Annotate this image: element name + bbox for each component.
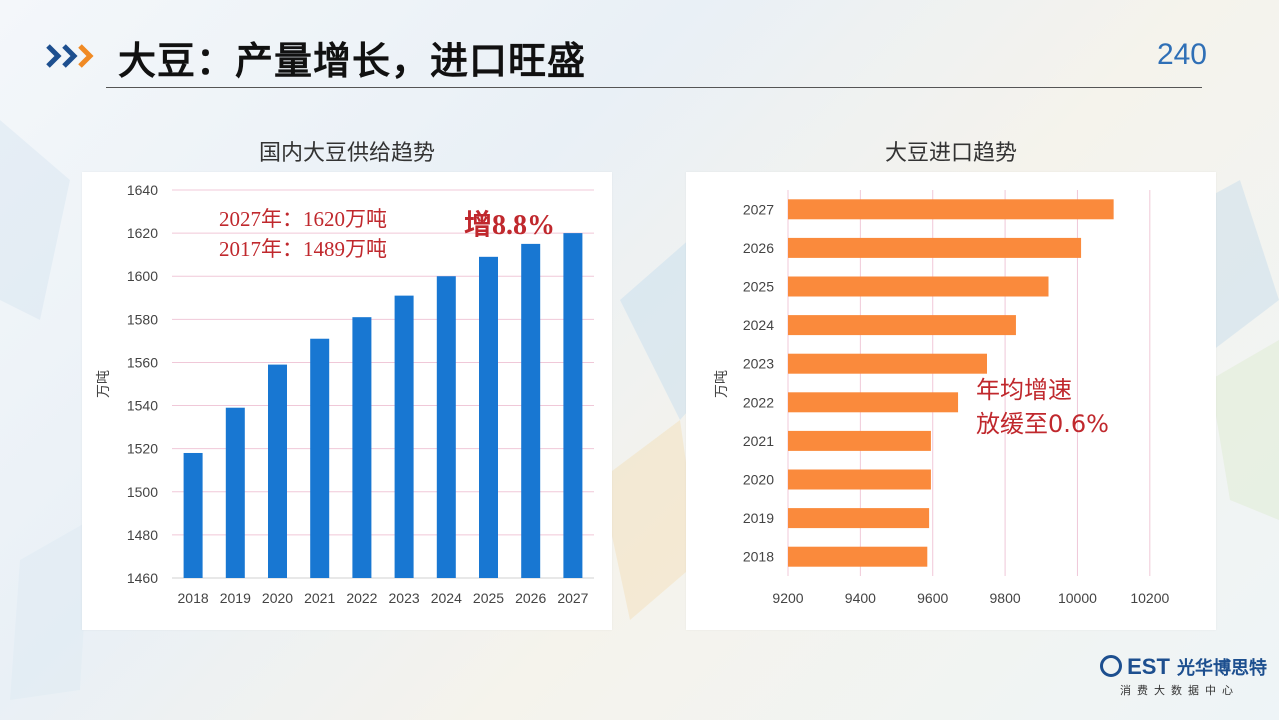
y-axis-label: 万吨 bbox=[713, 370, 729, 398]
import-annotation: 年均增速 放缓至0.6% bbox=[976, 373, 1109, 441]
import-annotation-line1: 年均增速 bbox=[976, 376, 1072, 404]
bar bbox=[225, 407, 245, 578]
supply-growth-label: 增8.8% bbox=[464, 210, 556, 241]
y-tick-label: 2026 bbox=[743, 240, 774, 256]
supply-annotation-2027: 2027年：1620万吨 bbox=[219, 207, 387, 231]
y-tick-label: 1600 bbox=[127, 268, 158, 284]
bar bbox=[788, 469, 931, 490]
bar bbox=[268, 364, 287, 578]
y-tick-label: 2018 bbox=[743, 549, 774, 565]
x-tick-label: 2027 bbox=[557, 590, 588, 606]
bar bbox=[788, 237, 1082, 258]
x-tick-label: 10000 bbox=[1058, 590, 1097, 606]
x-tick-label: 9200 bbox=[772, 590, 803, 606]
y-tick-label: 2021 bbox=[743, 433, 774, 449]
x-tick-label: 2019 bbox=[220, 590, 251, 606]
x-tick-label: 2021 bbox=[304, 590, 335, 606]
x-tick-label: 9600 bbox=[917, 590, 948, 606]
bar bbox=[436, 276, 456, 578]
bar bbox=[352, 317, 372, 578]
y-tick-label: 2020 bbox=[743, 472, 774, 488]
y-tick-label: 2019 bbox=[743, 510, 774, 526]
y-tick-label: 1480 bbox=[127, 527, 158, 543]
logo-brand: EST bbox=[1127, 654, 1170, 679]
y-tick-label: 2024 bbox=[743, 317, 774, 333]
bar bbox=[788, 546, 928, 567]
x-tick-label: 2020 bbox=[262, 590, 293, 606]
bar bbox=[788, 353, 987, 374]
bar bbox=[310, 338, 330, 578]
header: 大豆：产量增长，进口旺盛 240 bbox=[0, 0, 1279, 92]
x-tick-label: 2023 bbox=[389, 590, 420, 606]
bar bbox=[788, 315, 1016, 336]
right-chart-title: 大豆进口趋势 bbox=[884, 141, 1017, 166]
header-divider bbox=[106, 87, 1202, 88]
y-tick-label: 1500 bbox=[127, 484, 158, 500]
right-chart-panel: 9200 9400 9600 9800 10000 10200 2018 2019 2020 20… bbox=[686, 172, 1216, 630]
bar bbox=[521, 243, 541, 578]
y-tick-label: 2027 bbox=[743, 201, 774, 217]
x-tick-label: 2018 bbox=[178, 590, 209, 606]
supply-bar-chart: 1460 1480 1500 1520 1540 1560 1580 1600 1620 1640… bbox=[95, 182, 594, 606]
bar bbox=[479, 256, 498, 578]
x-tick-label: 2025 bbox=[473, 590, 504, 606]
bar bbox=[788, 276, 1049, 297]
brand-logo: EST 光华博思特 消费大数据中心 bbox=[1100, 654, 1267, 698]
x-tick-label: 2022 bbox=[346, 590, 377, 606]
chevron-right-icon bbox=[46, 44, 94, 68]
page-number: 240 bbox=[1156, 38, 1207, 71]
x-tick-label: 2024 bbox=[431, 590, 462, 606]
y-tick-label: 2023 bbox=[743, 356, 774, 372]
bar bbox=[788, 430, 931, 451]
left-chart-title: 国内大豆供给趋势 bbox=[258, 141, 435, 166]
import-annotation-line2: 放缓至0.6% bbox=[976, 410, 1109, 438]
logo-subtitle: 消费大数据中心 bbox=[1120, 684, 1239, 697]
bar bbox=[788, 199, 1114, 220]
bar bbox=[183, 452, 203, 578]
y-tick-label: 2022 bbox=[743, 394, 774, 410]
x-tick-label: 10200 bbox=[1130, 590, 1169, 606]
x-tick-label: 9800 bbox=[990, 590, 1021, 606]
bar bbox=[788, 508, 930, 529]
y-tick-label: 1580 bbox=[127, 311, 158, 327]
import-bar-chart: 9200 9400 9600 9800 10000 10200 2018 2019 2020 20… bbox=[713, 190, 1169, 606]
y-tick-label: 1540 bbox=[127, 398, 158, 414]
y-tick-label: 1640 bbox=[127, 182, 158, 198]
bar bbox=[788, 392, 959, 413]
left-chart-panel: 1460 1480 1500 1520 1540 1560 1580 1600 1620 1640… bbox=[82, 172, 612, 630]
y-tick-label: 2025 bbox=[743, 279, 774, 295]
y-tick-label: 1460 bbox=[127, 570, 158, 586]
y-axis-label: 万吨 bbox=[95, 370, 111, 398]
y-tick-label: 1520 bbox=[127, 441, 158, 457]
logo-brand-cn: 光华博思特 bbox=[1176, 658, 1267, 679]
bar bbox=[563, 233, 583, 578]
y-tick-label: 1560 bbox=[127, 354, 158, 370]
x-tick-label: 2026 bbox=[515, 590, 546, 606]
y-tick-label: 1620 bbox=[127, 225, 158, 241]
x-tick-label: 9400 bbox=[845, 590, 876, 606]
supply-annotation-2017: 2017年：1489万吨 bbox=[219, 237, 387, 261]
logo-b-icon bbox=[1100, 655, 1122, 677]
page-title: 大豆：产量增长，进口旺盛 bbox=[118, 39, 587, 83]
bar bbox=[394, 295, 414, 578]
supply-annotation: 2027年：1620万吨 2017年：1489万吨 bbox=[219, 204, 387, 264]
